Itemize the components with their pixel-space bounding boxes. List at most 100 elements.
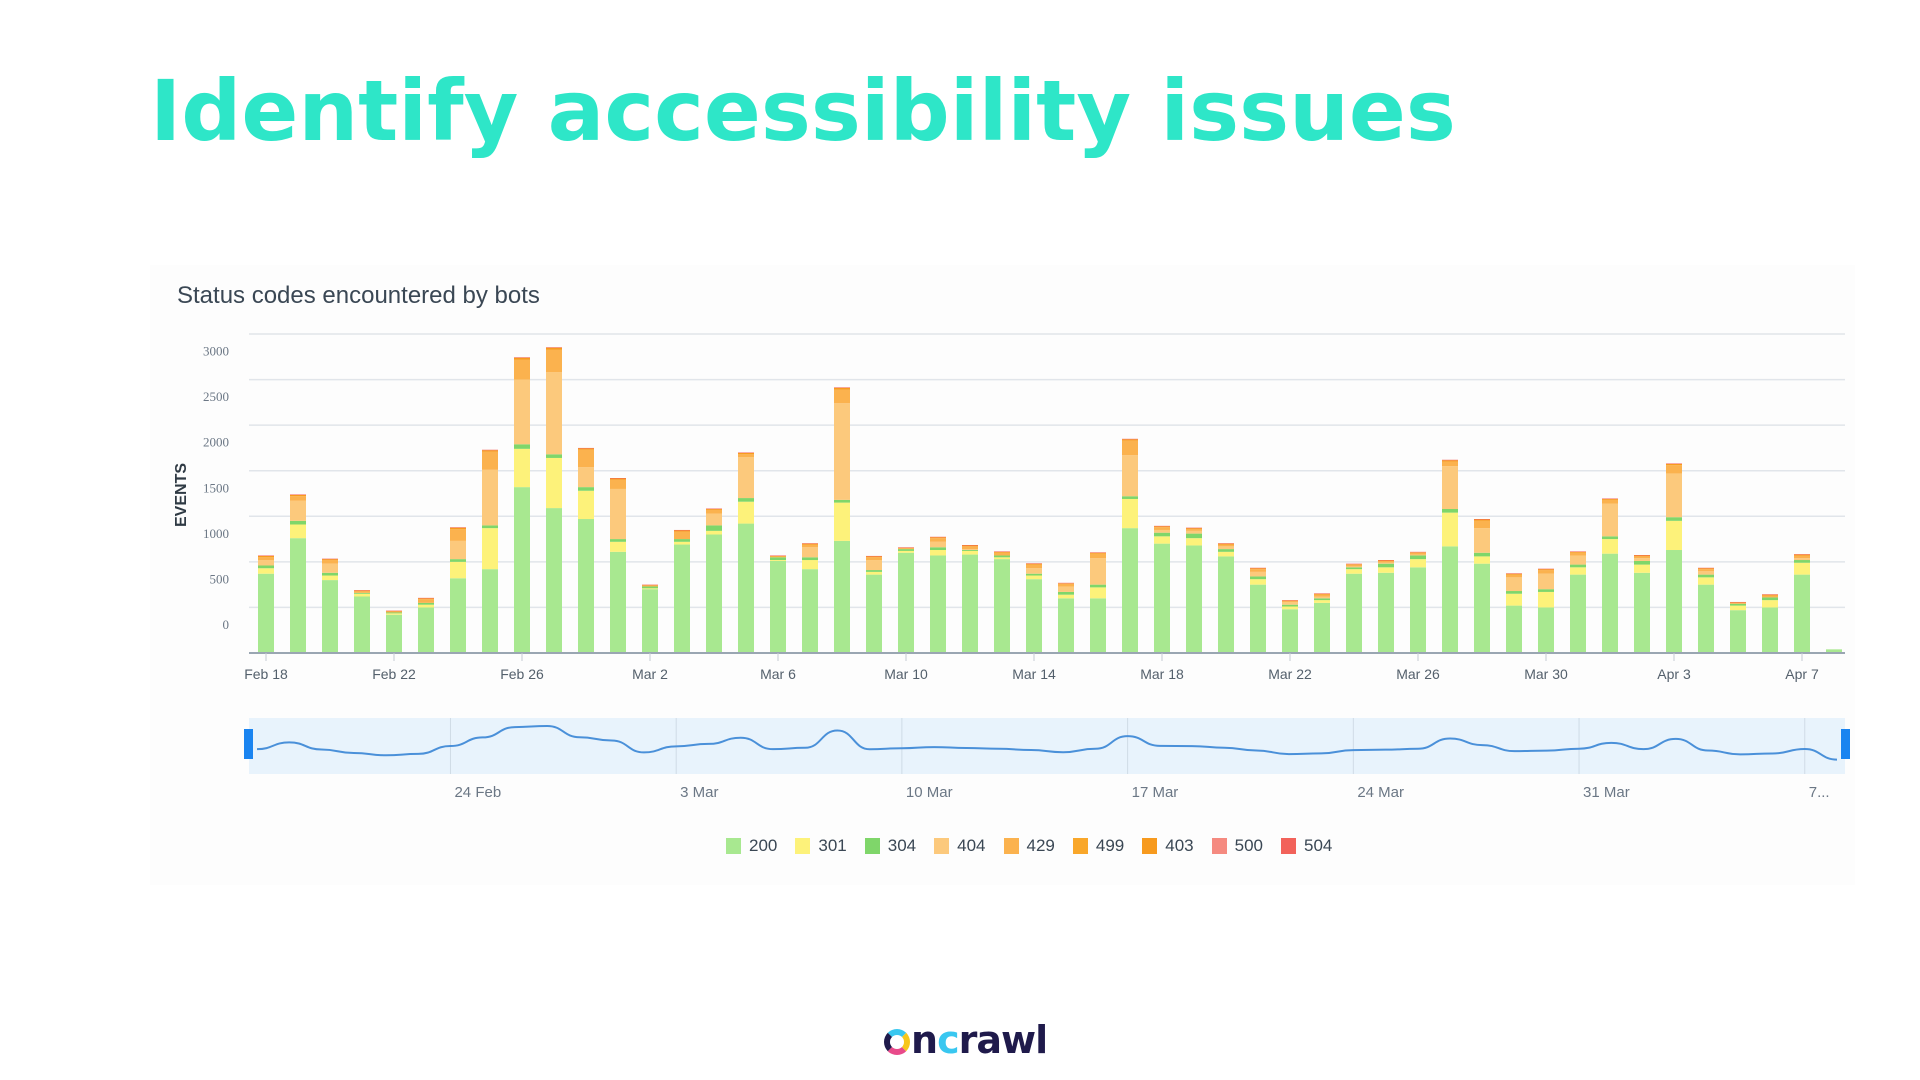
bar-stack[interactable] — [674, 529, 690, 653]
bar-segment-403[interactable] — [1186, 528, 1202, 530]
bar-segment-304[interactable] — [1762, 597, 1778, 601]
bar-segment-403[interactable] — [1634, 555, 1650, 557]
bar-segment-200[interactable] — [322, 580, 338, 653]
bar-segment-429[interactable] — [1634, 556, 1650, 559]
bar-segment-504[interactable] — [738, 452, 754, 453]
bar-segment-504[interactable] — [1602, 498, 1618, 500]
bar-segment-403[interactable] — [834, 387, 850, 390]
bar-segment-429[interactable] — [1058, 583, 1074, 587]
bar-segment-504[interactable] — [1698, 567, 1714, 569]
bar-segment-429[interactable] — [290, 496, 306, 501]
bar-segment-504[interactable] — [1506, 573, 1522, 574]
bar-segment-403[interactable] — [1122, 439, 1138, 441]
bar-segment-200[interactable] — [386, 614, 402, 653]
bar-stack[interactable] — [450, 527, 466, 653]
bar-segment-429[interactable] — [1314, 594, 1330, 597]
bar-segment-404[interactable] — [482, 469, 498, 526]
bar-segment-403[interactable] — [802, 543, 818, 545]
bar-segment-304[interactable] — [1794, 560, 1810, 563]
bar-stack[interactable] — [1058, 582, 1074, 653]
bar-stack[interactable] — [1474, 519, 1490, 653]
bar-segment-403[interactable] — [1730, 602, 1746, 603]
bar-segment-403[interactable] — [1794, 554, 1810, 556]
bar-segment-403[interactable] — [898, 547, 914, 549]
bar-segment-404[interactable] — [1634, 558, 1650, 561]
bar-segment-200[interactable] — [1794, 574, 1810, 653]
bar-segment-504[interactable] — [354, 590, 370, 591]
bar-stack[interactable] — [1506, 573, 1522, 653]
bar-segment-200[interactable] — [1474, 563, 1490, 653]
bar-segment-404[interactable] — [1570, 555, 1586, 565]
bar-segment-200[interactable] — [578, 519, 594, 653]
bar-segment-301[interactable] — [1666, 520, 1682, 551]
bar-segment-429[interactable] — [994, 552, 1010, 556]
bar-stack[interactable] — [322, 558, 338, 653]
bar-segment-304[interactable] — [770, 557, 786, 561]
bar-segment-301[interactable] — [1698, 577, 1714, 585]
bar-stack[interactable] — [1218, 543, 1234, 653]
legend-item-404[interactable]: 404 — [934, 836, 986, 856]
bar-segment-403[interactable] — [610, 478, 626, 480]
bar-segment-504[interactable] — [1634, 555, 1650, 556]
bar-stack[interactable] — [834, 387, 850, 653]
bar-segment-504[interactable] — [1538, 568, 1554, 570]
bar-stack[interactable] — [1762, 594, 1778, 653]
bar-segment-404[interactable] — [322, 563, 338, 573]
bar-segment-429[interactable] — [482, 451, 498, 470]
bar-segment-404[interactable] — [1538, 573, 1554, 590]
bar-segment-304[interactable] — [1698, 574, 1714, 578]
bar-segment-301[interactable] — [578, 490, 594, 520]
legend-item-499[interactable]: 499 — [1072, 836, 1124, 856]
bar-segment-404[interactable] — [866, 560, 882, 571]
bar-segment-200[interactable] — [482, 569, 498, 653]
bar-segment-404[interactable] — [1378, 562, 1394, 564]
bar-segment-301[interactable] — [1282, 606, 1298, 610]
bar-segment-504[interactable] — [1378, 560, 1394, 561]
bar-segment-304[interactable] — [706, 525, 722, 531]
bar-segment-429[interactable] — [674, 531, 690, 540]
bar-segment-429[interactable] — [1250, 569, 1266, 572]
bar-segment-304[interactable] — [322, 572, 338, 576]
bar-segment-404[interactable] — [1026, 568, 1042, 574]
bar-stack[interactable] — [866, 555, 882, 653]
bar-segment-504[interactable] — [1666, 463, 1682, 464]
bar-segment-304[interactable] — [642, 586, 658, 589]
bar-segment-429[interactable] — [834, 389, 850, 404]
bar-segment-301[interactable] — [1442, 512, 1458, 547]
bar-segment-429[interactable] — [610, 479, 626, 489]
bar-stack[interactable] — [1282, 600, 1298, 653]
bar-segment-200[interactable] — [1154, 543, 1170, 653]
bar-segment-200[interactable] — [546, 508, 562, 653]
bar-segment-200[interactable] — [706, 534, 722, 653]
bar-segment-429[interactable] — [930, 538, 946, 542]
bar-segment-304[interactable] — [674, 539, 690, 542]
bar-segment-304[interactable] — [866, 570, 882, 572]
bar-segment-504[interactable] — [674, 529, 690, 531]
bar-segment-403[interactable] — [1378, 560, 1394, 561]
bar-segment-304[interactable] — [930, 547, 946, 551]
bar-segment-504[interactable] — [386, 610, 402, 612]
bar-segment-301[interactable] — [1506, 593, 1522, 606]
bar-segment-403[interactable] — [482, 450, 498, 452]
bar-segment-403[interactable] — [290, 494, 306, 497]
bar-segment-504[interactable] — [290, 494, 306, 495]
bar-segment-404[interactable] — [1506, 577, 1522, 592]
bar-segment-504[interactable] — [578, 447, 594, 449]
bar-segment-200[interactable] — [258, 573, 274, 653]
bar-segment-404[interactable] — [546, 372, 562, 455]
bar-segment-200[interactable] — [1602, 553, 1618, 653]
bar-segment-304[interactable] — [962, 550, 978, 551]
bar-segment-403[interactable] — [1442, 460, 1458, 462]
bar-segment-504[interactable] — [546, 347, 562, 348]
bar-stack[interactable] — [1826, 649, 1842, 653]
bar-stack[interactable] — [1154, 525, 1170, 653]
bar-segment-504[interactable] — [1122, 438, 1138, 440]
navigator-handle-right[interactable] — [1841, 729, 1850, 759]
bar-segment-304[interactable] — [1538, 589, 1554, 592]
bar-segment-304[interactable] — [994, 555, 1010, 558]
bar-segment-504[interactable] — [1026, 563, 1042, 564]
bar-segment-200[interactable] — [1314, 602, 1330, 653]
bar-segment-200[interactable] — [1026, 579, 1042, 653]
bar-segment-200[interactable] — [1538, 607, 1554, 653]
bar-stack[interactable] — [1634, 555, 1650, 653]
